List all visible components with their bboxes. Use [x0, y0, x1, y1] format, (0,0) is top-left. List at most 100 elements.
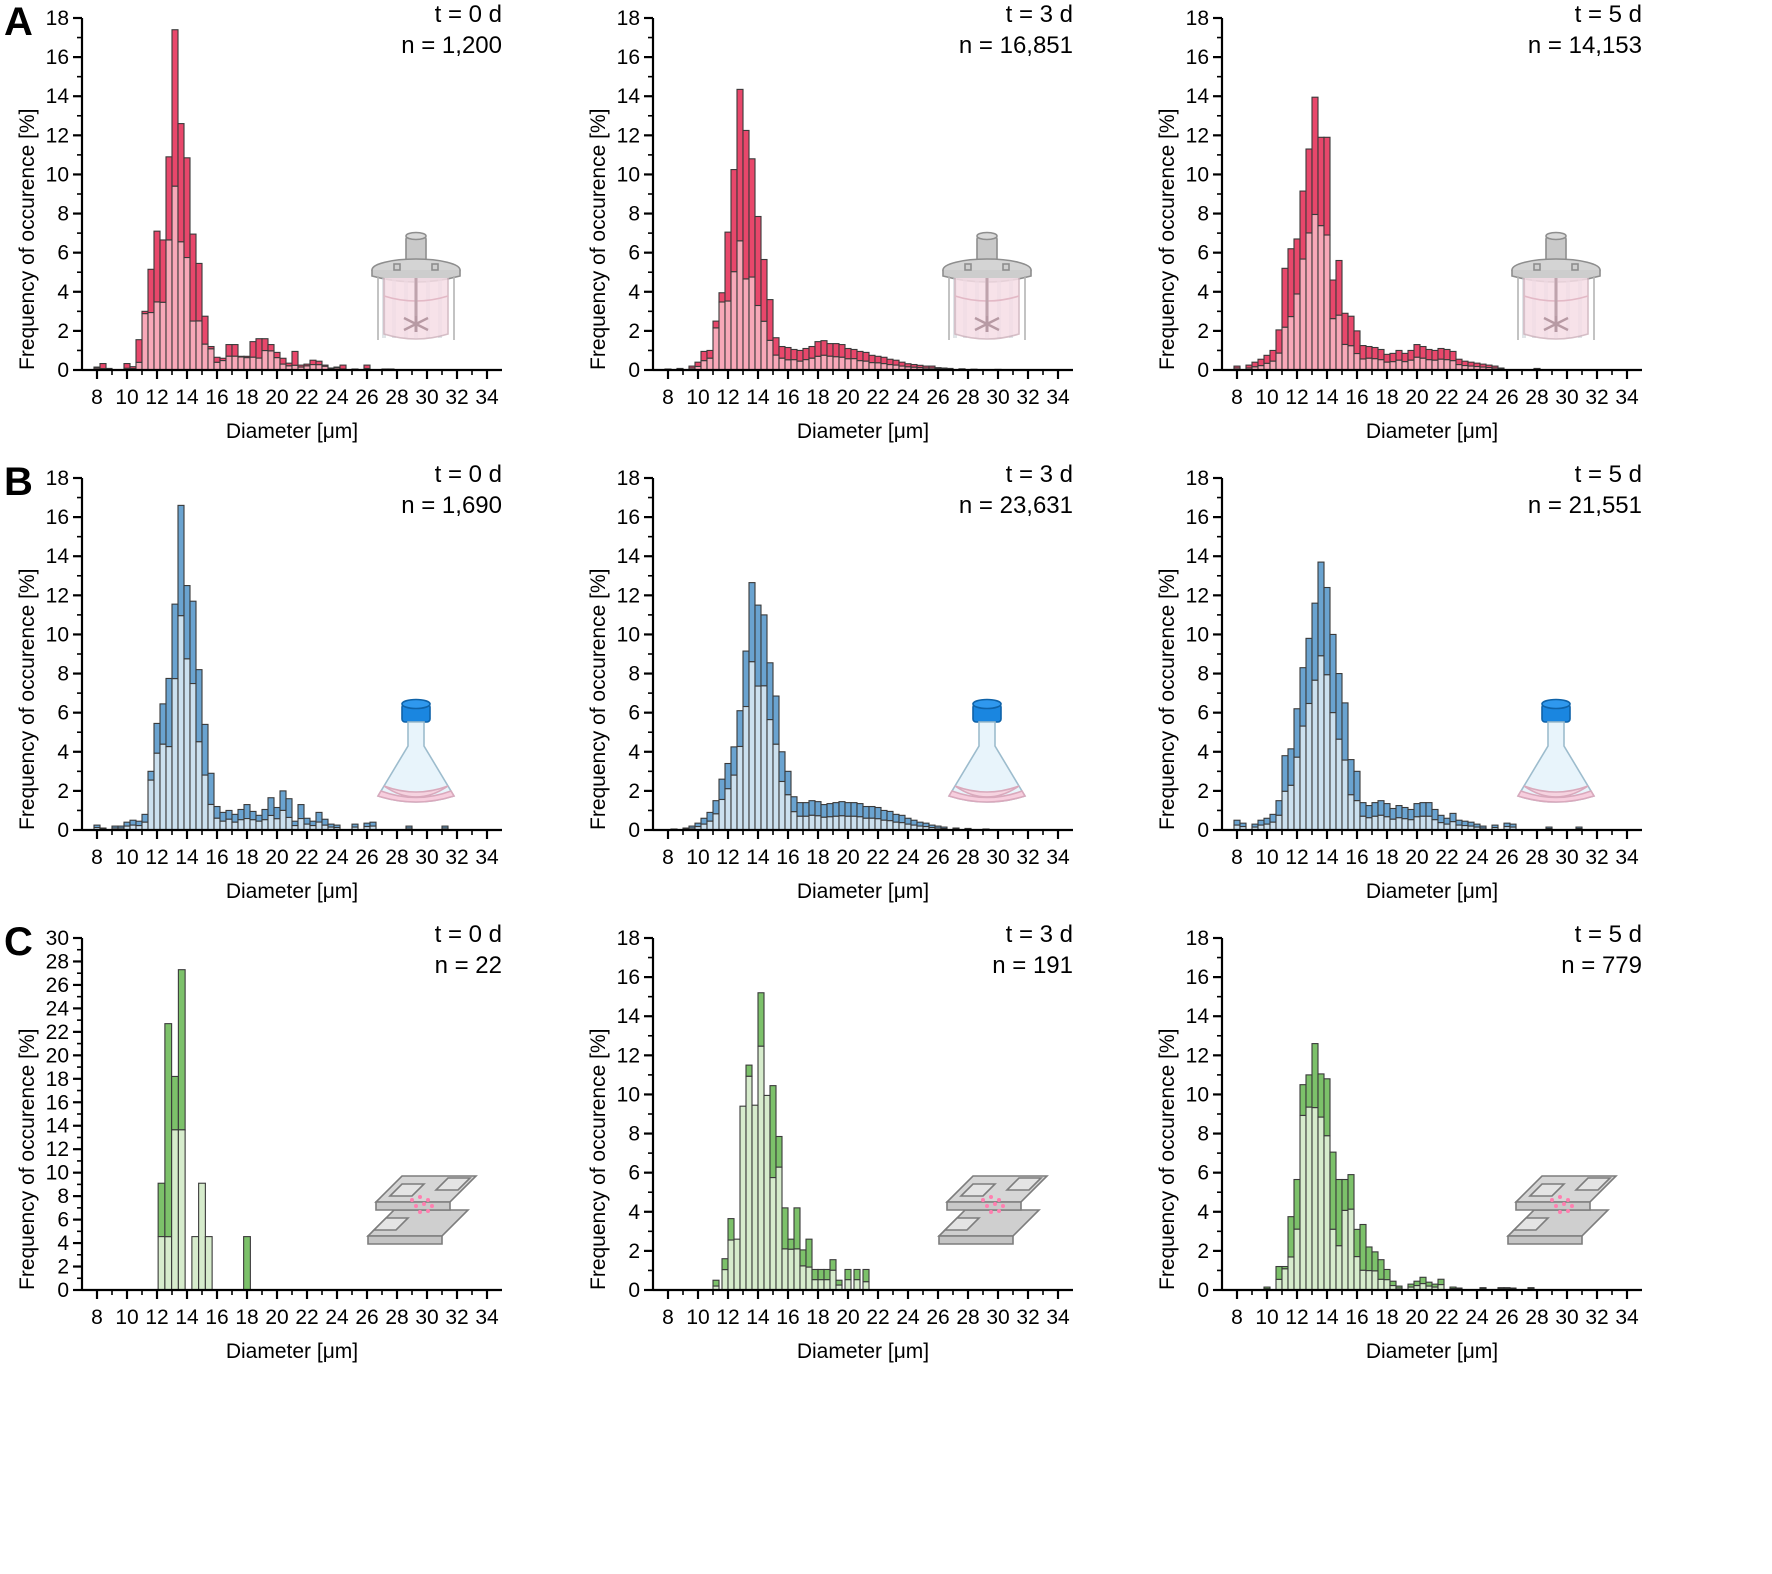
- bar-segment-light: [177, 615, 185, 831]
- bar-segment-light: [1383, 1279, 1391, 1291]
- y-tick-label: 10: [46, 163, 69, 186]
- panel-annotation-A1: t = 0 d n = 1,200: [242, 0, 502, 61]
- bar-segment-light: [736, 745, 744, 831]
- vessel-illustration-B: [921, 680, 1053, 812]
- bar-segment-light: [880, 819, 888, 831]
- bar-segment-light: [1281, 326, 1289, 371]
- bar-segment-light: [1449, 360, 1457, 371]
- bar-segment-dark: [171, 1075, 179, 1131]
- y-tick-label: 6: [628, 1162, 640, 1185]
- bar-segment-light: [183, 256, 191, 371]
- bar-segment-light: [1311, 679, 1319, 831]
- bar-segment-light: [1317, 225, 1325, 371]
- y-tick-label: 6: [57, 702, 69, 725]
- bar-segment-light: [159, 743, 167, 831]
- bar-segment-dark: [255, 814, 263, 822]
- bar-segment-light: [1389, 818, 1397, 831]
- y-tick-label: 6: [628, 702, 640, 725]
- bar-segment-dark: [123, 362, 131, 369]
- bar-segment-light: [1341, 1209, 1349, 1291]
- y-tick-label: 4: [1197, 1201, 1209, 1224]
- bar-segment-light: [201, 774, 209, 831]
- bar-segment-light: [706, 357, 714, 371]
- y-tick-label: 16: [46, 506, 69, 529]
- x-tick-label: 26: [1495, 846, 1518, 869]
- x-tick-label: 14: [746, 386, 770, 409]
- bar-segment-light: [1293, 1228, 1301, 1291]
- bar-segment-dark: [291, 350, 299, 366]
- bar-segment-dark: [1329, 279, 1337, 320]
- bar-segment-dark: [1317, 561, 1325, 657]
- bar-segment-dark: [183, 157, 191, 259]
- bar-segment-light: [1413, 816, 1421, 831]
- bar-segment-dark: [829, 1259, 837, 1271]
- bar-segment-dark: [850, 348, 858, 360]
- bar-segment-dark: [237, 808, 245, 821]
- bar-segment-light: [718, 301, 726, 371]
- bar-segment-light: [157, 1236, 166, 1291]
- y-tick-label: 18: [46, 467, 69, 490]
- bar-segment-dark: [207, 772, 215, 806]
- bar-segment-dark: [1443, 817, 1451, 825]
- bar-segment-dark: [844, 802, 852, 817]
- x-tick-label: 16: [776, 846, 799, 869]
- bar-segment-light: [1359, 1269, 1367, 1291]
- x-tick-label: 26: [1495, 386, 1518, 409]
- y-tick-label: 14: [1186, 1005, 1210, 1028]
- bar-segment-light: [802, 359, 810, 371]
- vessel-illustration-B: [350, 680, 482, 812]
- bar-segment-dark: [1401, 806, 1409, 820]
- bar-segment-dark: [1263, 817, 1271, 825]
- y-tick-label: 12: [46, 1138, 69, 1161]
- bar-segment-dark: [850, 802, 858, 817]
- y-axis-title: Frequency of occurence [%]: [1156, 1028, 1179, 1290]
- bar-segment-dark: [1359, 1223, 1367, 1271]
- bar-segment-dark: [811, 1268, 819, 1281]
- y-tick-label: 18: [1186, 467, 1209, 490]
- x-tick-label: 8: [91, 1306, 103, 1329]
- bar-segment-dark: [706, 349, 714, 359]
- bar-segment-dark: [1425, 1281, 1433, 1287]
- bar-segment-light: [243, 818, 251, 831]
- bar-segment-light: [255, 357, 263, 371]
- bar-segment-light: [724, 788, 732, 831]
- bar-segment-light: [832, 356, 840, 371]
- y-tick-label: 22: [46, 1021, 69, 1044]
- bar-segment-light: [757, 1045, 765, 1291]
- bar-segment-light: [736, 240, 744, 371]
- bar-segment-dark: [1335, 259, 1343, 316]
- y-tick-label: 14: [1186, 85, 1210, 108]
- x-tick-label: 26: [926, 386, 949, 409]
- x-axis-title: Diameter [μm]: [225, 420, 359, 443]
- y-tick-label: 18: [617, 7, 640, 30]
- bar-segment-dark: [285, 798, 293, 819]
- bar-segment-dark: [754, 215, 762, 307]
- y-tick-label: 14: [46, 1115, 70, 1138]
- x-tick-label: 20: [265, 1306, 288, 1329]
- bar-segment-dark: [748, 158, 756, 278]
- y-tick-label: 10: [1186, 623, 1209, 646]
- bar-segment-light: [754, 685, 762, 831]
- bar-segment-dark: [844, 347, 852, 360]
- x-tick-label: 32: [1016, 386, 1039, 409]
- chart-panel-C1: 0 2 4 6 8 10 12 14 16 18 20 22 24 26 28 30 8 10 12 14 16 18 20…: [12, 920, 510, 1382]
- bar-segment-light: [856, 816, 864, 831]
- bar-segment-light: [147, 312, 155, 371]
- x-axis-title: Diameter [μm]: [796, 420, 930, 443]
- x-tick-label: 16: [1345, 1306, 1368, 1329]
- annotation-count: n = 23,631: [958, 491, 1073, 519]
- x-tick-label: 30: [415, 386, 438, 409]
- x-tick-label: 10: [1255, 1306, 1278, 1329]
- y-tick-label: 8: [628, 203, 640, 226]
- bar-segment-dark: [201, 723, 209, 776]
- y-tick-label: 24: [46, 997, 70, 1020]
- bar-segment-dark: [787, 1238, 795, 1250]
- annotation-time: t = 0 d: [434, 1, 502, 28]
- bar-segment-dark: [826, 343, 834, 357]
- bar-segment-dark: [1371, 802, 1379, 817]
- bar-segment-light: [1401, 818, 1409, 831]
- bar-segment-dark: [730, 746, 738, 776]
- y-tick-label: 4: [628, 281, 640, 304]
- bar-segment-dark: [910, 819, 918, 826]
